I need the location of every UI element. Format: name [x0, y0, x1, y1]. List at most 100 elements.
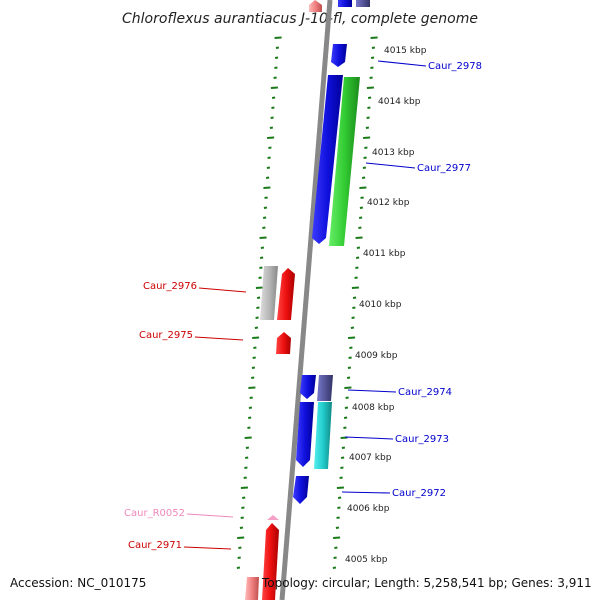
- minor-tick: [354, 276, 358, 279]
- label-caur-2977[interactable]: Caur_2977: [417, 163, 471, 174]
- minor-tick: [252, 356, 256, 359]
- minor-tick: [334, 546, 338, 549]
- minor-tick: [333, 556, 337, 559]
- leader-line: [194, 336, 244, 341]
- minor-tick: [263, 206, 268, 209]
- gene-caur-2976-gray[interactable]: [260, 266, 278, 320]
- minor-tick: [236, 566, 241, 569]
- major-tick: [270, 86, 278, 89]
- minor-tick: [271, 96, 276, 99]
- minor-tick: [371, 46, 376, 49]
- minor-tick: [238, 546, 242, 549]
- label-caur-2975[interactable]: Caur_2975: [139, 330, 193, 341]
- major-tick: [244, 436, 252, 439]
- minor-tick: [254, 326, 259, 329]
- label-caur-2974[interactable]: Caur_2974: [398, 387, 452, 398]
- minor-tick: [259, 266, 263, 269]
- minor-tick: [256, 306, 260, 309]
- minor-tick: [260, 246, 265, 249]
- minor-tick: [346, 376, 351, 379]
- minor-tick: [268, 146, 272, 149]
- major-tick: [344, 386, 352, 389]
- kbp-label: 4007 kbp: [349, 453, 392, 463]
- minor-tick: [274, 66, 278, 69]
- label-caur-2976[interactable]: Caur_2976: [143, 281, 197, 292]
- label-caur-2978[interactable]: Caur_2978: [428, 61, 482, 72]
- gene-partial-blue-top: [338, 0, 352, 7]
- minor-tick: [240, 516, 244, 519]
- minor-tick: [335, 526, 340, 529]
- leader-line: [198, 287, 247, 293]
- minor-tick: [274, 56, 279, 59]
- minor-tick: [351, 316, 355, 319]
- minor-tick: [361, 176, 366, 179]
- major-tick: [363, 136, 371, 139]
- kbp-label: 4013 kbp: [372, 148, 415, 158]
- major-tick: [348, 336, 356, 339]
- major-tick: [263, 186, 271, 189]
- minor-tick: [271, 106, 275, 109]
- gene-caur-2973-blue[interactable]: [296, 402, 314, 467]
- minor-tick: [362, 166, 367, 169]
- minor-tick: [340, 456, 345, 459]
- label-caur-2971[interactable]: Caur_2971: [128, 540, 182, 551]
- minor-tick: [264, 196, 268, 199]
- minor-tick: [363, 156, 367, 159]
- gene-caur-2976[interactable]: [277, 268, 295, 320]
- minor-tick: [343, 426, 347, 429]
- minor-tick: [244, 466, 248, 469]
- label-caur-2973[interactable]: Caur_2973: [395, 434, 449, 445]
- major-tick: [237, 536, 245, 539]
- outer-tick-ring: [332, 36, 378, 569]
- minor-tick: [349, 346, 353, 349]
- major-tick: [252, 336, 260, 339]
- minor-tick: [248, 416, 252, 419]
- kbp-label: 4009 kbp: [355, 351, 398, 361]
- major-tick: [274, 36, 282, 39]
- minor-tick: [247, 426, 251, 429]
- gene-partial-pink-bottom: [245, 577, 259, 600]
- minor-tick: [256, 296, 261, 299]
- kbp-label: 4015 kbp: [384, 46, 427, 56]
- minor-tick: [366, 116, 370, 119]
- minor-tick: [336, 516, 340, 519]
- label-caur-2972[interactable]: Caur_2972: [392, 488, 446, 499]
- minor-tick: [269, 126, 274, 129]
- minor-tick: [367, 96, 372, 99]
- gene-caur-2972[interactable]: [293, 476, 309, 504]
- gene-caur-2971[interactable]: [262, 523, 279, 600]
- minor-tick: [267, 156, 271, 159]
- leader-line: [186, 513, 234, 518]
- minor-tick: [340, 466, 344, 469]
- gene-caur-2974-blue[interactable]: [300, 375, 316, 399]
- label-caur-r0052[interactable]: Caur_R0052: [124, 508, 185, 519]
- major-tick: [248, 386, 256, 389]
- minor-tick: [356, 246, 361, 249]
- minor-tick: [339, 476, 343, 479]
- gene-caur-2978[interactable]: [331, 44, 347, 67]
- minor-tick: [367, 106, 371, 109]
- kbp-label: 4014 kbp: [378, 97, 421, 107]
- minor-tick: [248, 406, 253, 409]
- gene-caur-2975[interactable]: [276, 332, 291, 354]
- minor-tick: [258, 276, 262, 279]
- inner-tick-ring: [236, 36, 282, 569]
- minor-tick: [369, 76, 373, 79]
- minor-tick: [344, 406, 349, 409]
- leader-line: [344, 436, 394, 440]
- rna-caur-r0052[interactable]: [267, 515, 279, 520]
- gene-caur-2977-green[interactable]: [329, 77, 360, 246]
- major-tick: [267, 136, 275, 139]
- minor-tick: [249, 396, 253, 399]
- gene-caur-2974[interactable]: [317, 375, 333, 401]
- minor-tick: [364, 146, 368, 149]
- kbp-label: 4010 kbp: [359, 300, 402, 310]
- major-tick: [366, 86, 374, 89]
- minor-tick: [359, 206, 364, 209]
- minor-tick: [251, 366, 256, 369]
- gene-caur-2977-blue[interactable]: [312, 75, 343, 244]
- minor-tick: [273, 76, 277, 79]
- major-tick: [240, 486, 248, 489]
- gene-caur-2973[interactable]: [314, 402, 332, 469]
